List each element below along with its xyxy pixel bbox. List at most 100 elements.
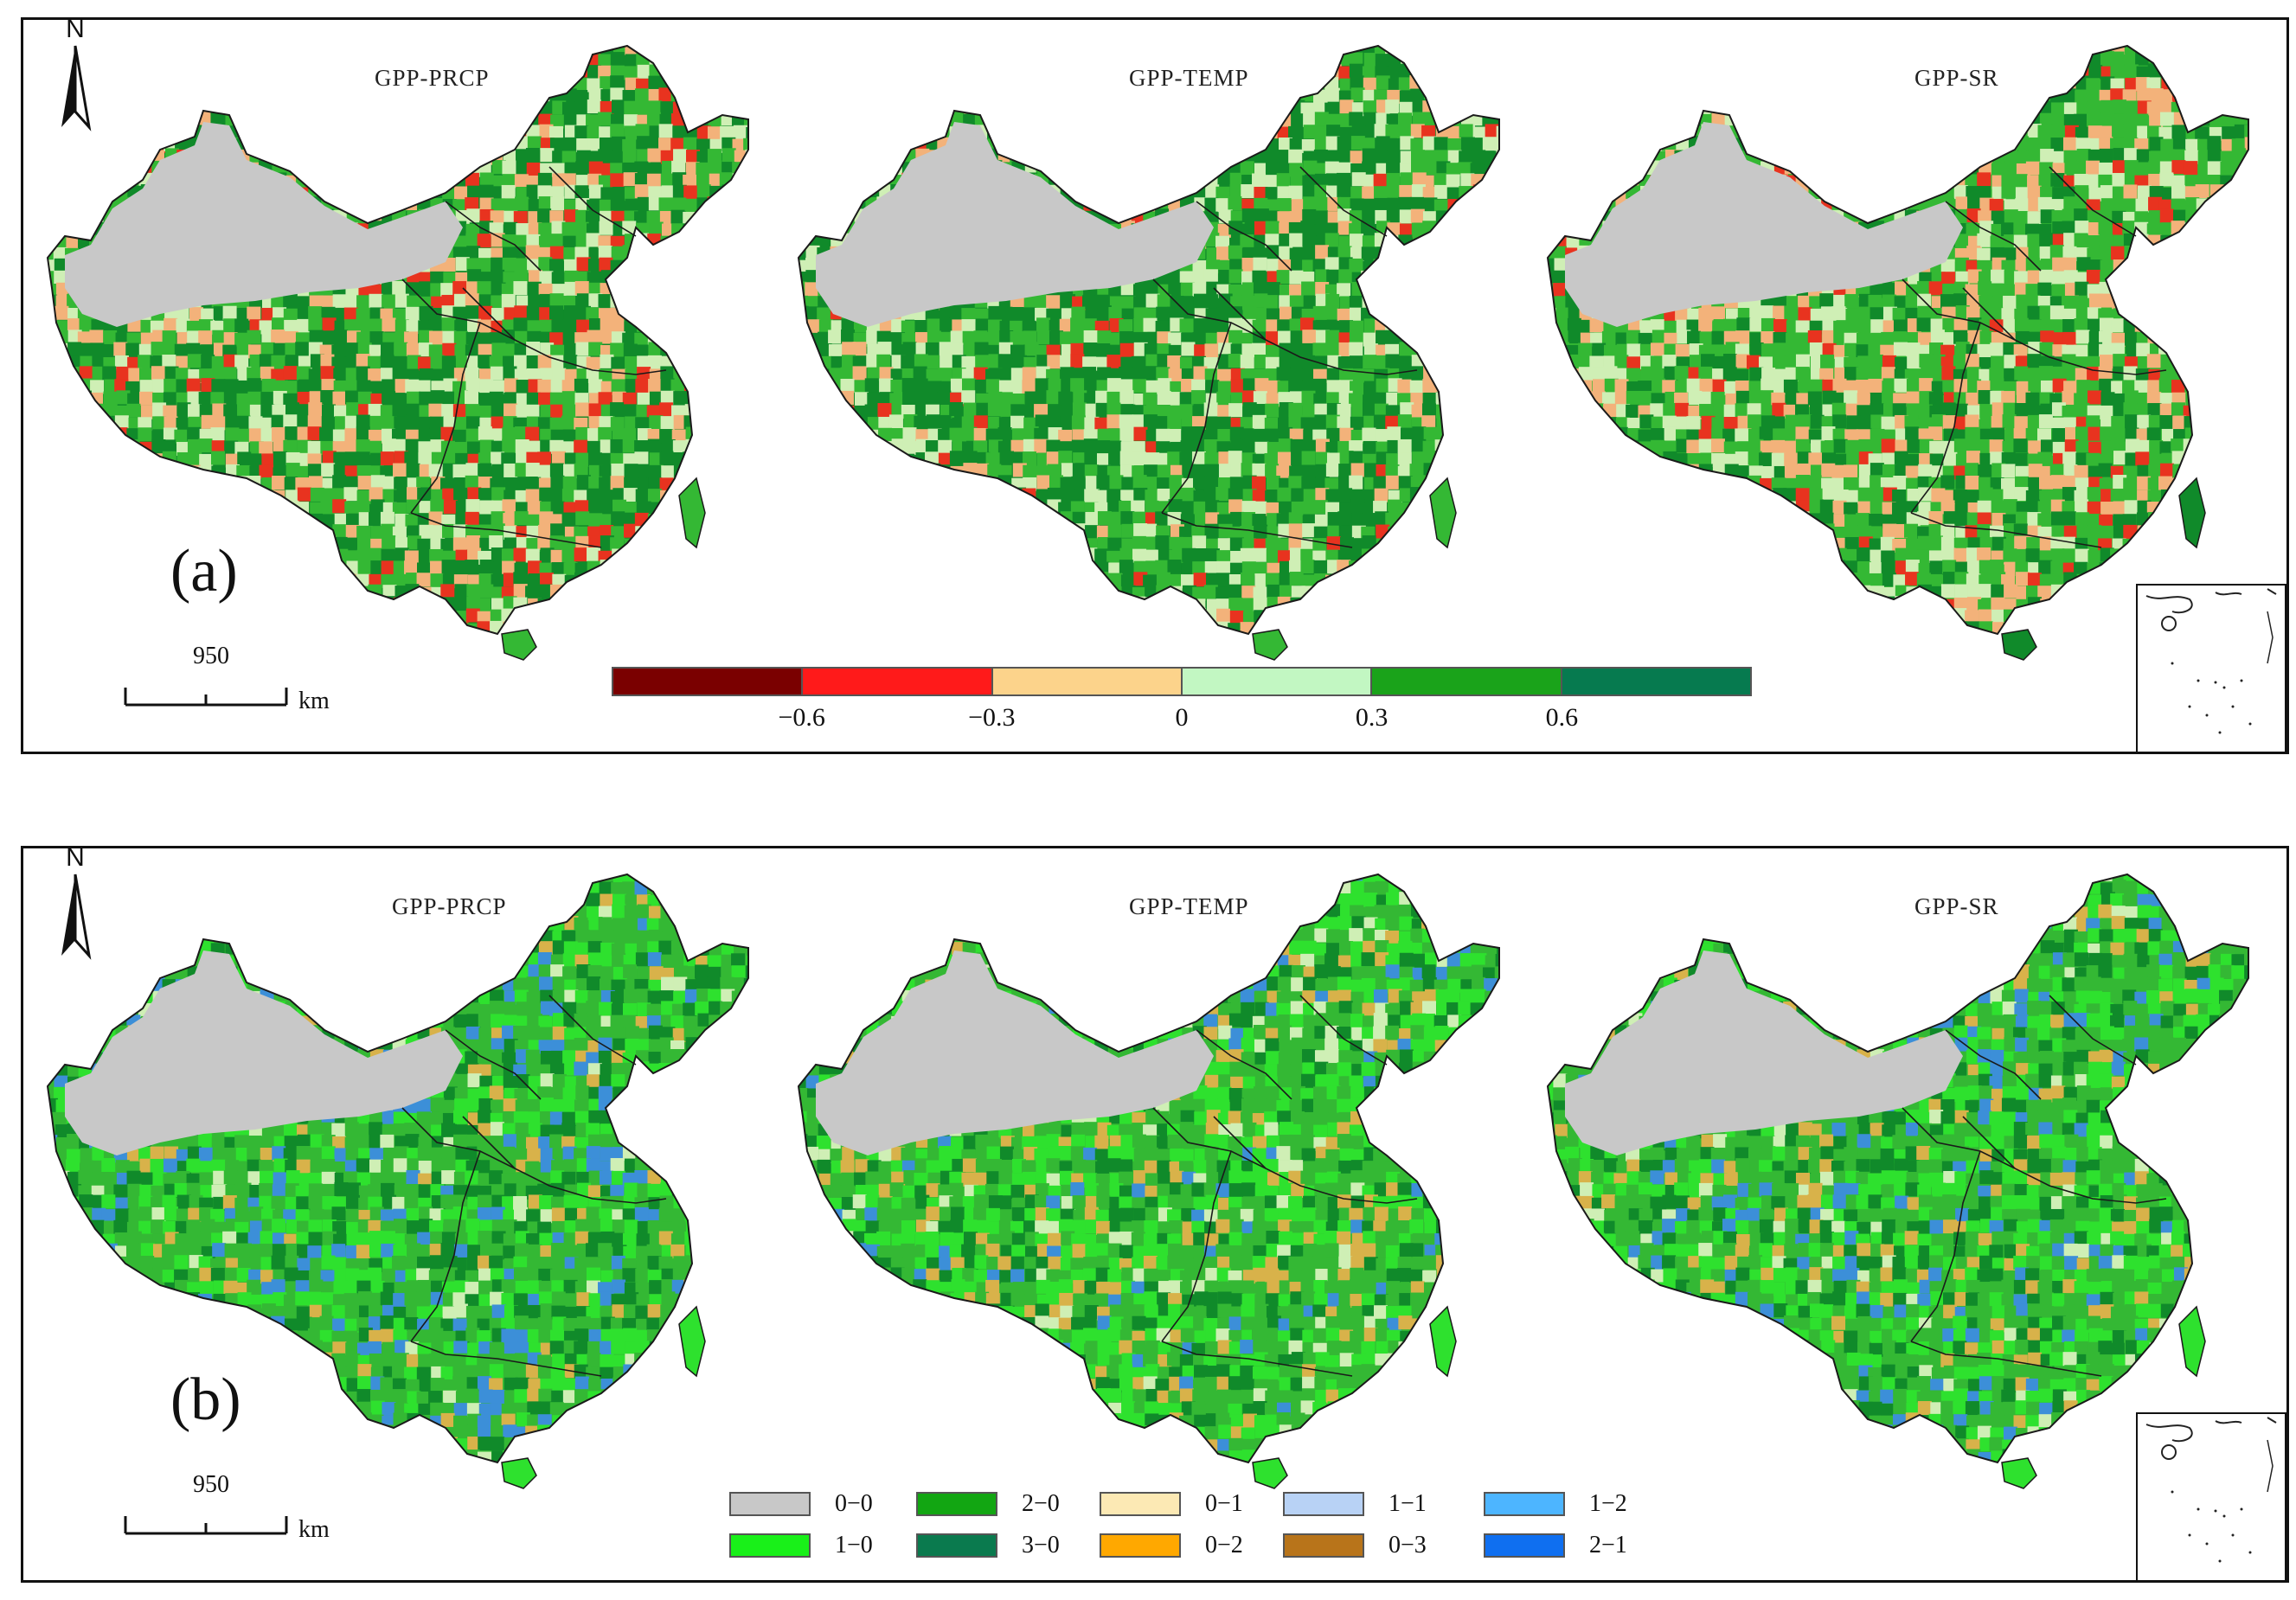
china-map-sr bbox=[1546, 873, 2249, 1489]
island bbox=[1429, 477, 1457, 549]
inset-map-icon bbox=[2145, 588, 2277, 734]
china-map-temp bbox=[797, 873, 1500, 1489]
map-raster bbox=[48, 46, 748, 634]
island bbox=[678, 477, 706, 549]
legend-item: 0−2 bbox=[1100, 1532, 1243, 1559]
north-arrow-icon bbox=[61, 45, 92, 131]
legend-item: 2−1 bbox=[1484, 1532, 1627, 1559]
legend-label: 3−0 bbox=[1022, 1532, 1060, 1559]
colorbar-segment-0 bbox=[613, 669, 804, 694]
scale-bar: 950 km bbox=[124, 643, 349, 720]
legend-swatch bbox=[1484, 1492, 1565, 1516]
legend-label: 2−0 bbox=[1022, 1490, 1060, 1518]
legend-label: 0−3 bbox=[1389, 1532, 1427, 1559]
region-boundary bbox=[1196, 201, 1292, 272]
region-boundary bbox=[2049, 166, 2137, 237]
china-map-temp bbox=[797, 44, 1500, 661]
legend-item: 0−1 bbox=[1100, 1490, 1243, 1518]
legend-item: 0−0 bbox=[729, 1490, 873, 1518]
region-boundary bbox=[1152, 1107, 1267, 1169]
legend-label: 0−0 bbox=[835, 1490, 873, 1518]
region-boundary bbox=[1152, 278, 1267, 341]
inset-map-icon bbox=[2145, 1417, 2277, 1563]
inset-south-china-sea bbox=[2136, 1412, 2286, 1582]
map-title-temp: GPP-TEMP bbox=[1129, 65, 1249, 92]
region-boundary bbox=[1213, 287, 1418, 375]
legend-swatch bbox=[1100, 1533, 1181, 1558]
north-label: N bbox=[49, 15, 101, 44]
map-raster bbox=[798, 46, 1499, 634]
legend-label: 1−2 bbox=[1589, 1490, 1627, 1518]
legend-swatch bbox=[916, 1533, 997, 1558]
region-boundary bbox=[410, 322, 481, 514]
colorbar bbox=[612, 667, 1752, 696]
legend-swatch bbox=[1484, 1533, 1565, 1558]
island bbox=[501, 629, 537, 661]
region-boundary bbox=[1962, 287, 2167, 375]
island bbox=[678, 1305, 706, 1378]
map-raster bbox=[48, 874, 748, 1462]
scale-bar: 950 km bbox=[124, 1471, 349, 1549]
region-boundary bbox=[401, 278, 516, 341]
north-label: N bbox=[49, 843, 101, 873]
legend-swatch bbox=[916, 1492, 997, 1516]
region-boundary bbox=[462, 287, 667, 375]
colorbar-tick-label: 0.3 bbox=[1356, 703, 1389, 733]
china-map-prcp bbox=[46, 873, 749, 1489]
region-boundary bbox=[1161, 1150, 1232, 1342]
legend-item: 1−0 bbox=[729, 1532, 873, 1559]
colorbar-segment-4 bbox=[1372, 669, 1562, 694]
colorbar-ticks: −0.6 −0.3 0 0.3 0.6 bbox=[612, 703, 1752, 738]
region-boundary bbox=[1196, 1029, 1292, 1100]
china-outline bbox=[797, 873, 1500, 1464]
region-boundary bbox=[410, 512, 602, 548]
legend-label: 1−0 bbox=[835, 1532, 873, 1559]
island bbox=[1429, 1305, 1457, 1378]
colorbar-tick-label: 0.6 bbox=[1546, 703, 1579, 733]
legend-item: 2−0 bbox=[916, 1490, 1060, 1518]
inset-south-china-sea bbox=[2136, 584, 2286, 753]
region-boundary bbox=[445, 201, 542, 272]
region-boundary bbox=[1910, 322, 1981, 514]
map-title-temp: GPP-TEMP bbox=[1129, 893, 1249, 920]
legend-label: 0−1 bbox=[1205, 1490, 1243, 1518]
legend-label: 0−2 bbox=[1205, 1532, 1243, 1559]
legend-swatch bbox=[729, 1492, 811, 1516]
region-boundary bbox=[2049, 995, 2137, 1066]
scale-unit: km bbox=[298, 1516, 330, 1544]
island bbox=[2178, 1305, 2206, 1378]
region-boundary bbox=[1213, 1116, 1418, 1204]
china-map-prcp bbox=[46, 44, 749, 661]
scale-value: 950 bbox=[193, 1471, 229, 1499]
scale-unit: km bbox=[298, 688, 330, 715]
panel-label-a: (a) bbox=[170, 537, 238, 606]
colorbar-segment-5 bbox=[1562, 669, 1750, 694]
map-raster bbox=[1548, 46, 2248, 634]
island bbox=[1252, 1457, 1288, 1489]
region-boundary bbox=[1902, 1107, 2016, 1169]
legend-item: 3−0 bbox=[916, 1532, 1060, 1559]
scale-bar-icon bbox=[124, 1516, 288, 1535]
legend-item: 0−3 bbox=[1283, 1532, 1427, 1559]
region-boundary bbox=[1902, 278, 2016, 341]
island bbox=[501, 1457, 537, 1489]
panel-b: N GPP-PRCP GPP-TEMP GPP-SR (b) 950 km 0−… bbox=[21, 843, 2289, 1583]
china-outline bbox=[46, 44, 749, 636]
panel-label-b: (b) bbox=[170, 1366, 241, 1435]
region-boundary bbox=[1945, 201, 2042, 272]
colorbar-tick-label: −0.3 bbox=[968, 703, 1015, 733]
map-title-sr: GPP-SR bbox=[1914, 893, 1999, 920]
legend-swatch bbox=[1283, 1533, 1364, 1558]
legend-item: 1−2 bbox=[1484, 1490, 1627, 1518]
region-boundary bbox=[1299, 995, 1388, 1066]
region-boundary bbox=[410, 1341, 602, 1377]
island bbox=[2001, 1457, 2037, 1489]
island bbox=[1252, 629, 1288, 661]
north-arrow: N bbox=[49, 15, 101, 131]
region-boundary bbox=[410, 1150, 481, 1342]
map-raster bbox=[1548, 874, 2248, 1462]
legend-item: 1−1 bbox=[1283, 1490, 1427, 1518]
legend-swatch bbox=[1283, 1492, 1364, 1516]
china-outline bbox=[46, 873, 749, 1464]
island bbox=[2001, 629, 2037, 661]
